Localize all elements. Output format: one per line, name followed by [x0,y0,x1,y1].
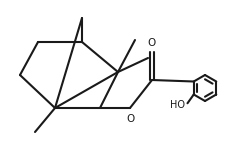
Text: O: O [148,38,156,47]
Text: O: O [126,114,134,124]
Text: HO: HO [170,99,186,110]
